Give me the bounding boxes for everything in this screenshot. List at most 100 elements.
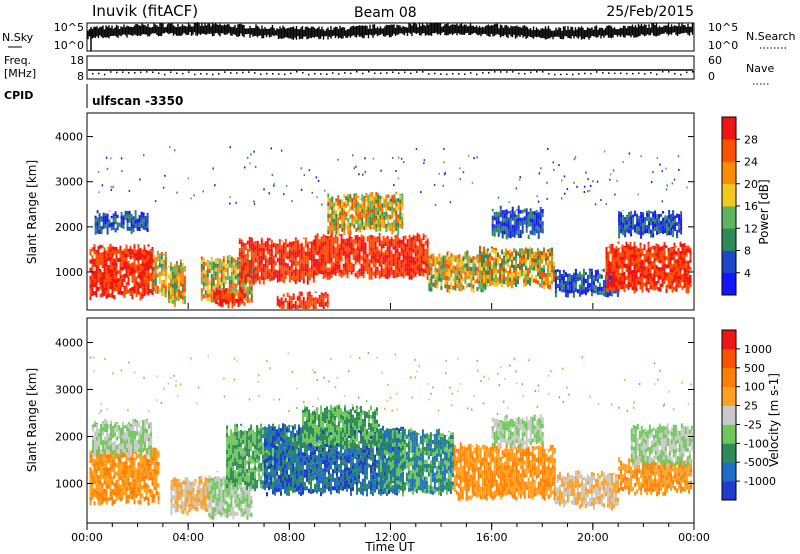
data-cell xyxy=(398,238,401,240)
data-cell xyxy=(629,246,632,251)
data-cell xyxy=(202,269,205,274)
data-cell xyxy=(102,427,105,432)
data-cell xyxy=(390,242,393,247)
data-cell xyxy=(574,268,577,272)
data-cell xyxy=(525,208,528,213)
data-cell xyxy=(180,505,183,510)
data-cell xyxy=(386,271,389,276)
data-cell xyxy=(347,194,350,198)
data-cell xyxy=(97,492,100,497)
data-cell xyxy=(204,482,207,487)
data-cell xyxy=(677,283,680,288)
data-cell xyxy=(605,251,608,256)
data-cell xyxy=(244,505,247,511)
data-cell xyxy=(140,420,143,422)
data-cell xyxy=(527,214,530,219)
data-cell xyxy=(150,436,153,441)
data-cell xyxy=(525,278,527,283)
data-cell xyxy=(141,261,144,266)
data-cell xyxy=(422,248,425,253)
data-cell xyxy=(436,256,439,261)
data-cell xyxy=(491,248,493,253)
data-cell xyxy=(238,276,241,281)
data-cell xyxy=(658,230,661,235)
data-cell xyxy=(175,264,178,269)
data-cell xyxy=(132,426,135,431)
data-cell xyxy=(374,274,377,279)
data-cell xyxy=(615,248,618,253)
data-cell xyxy=(149,260,152,265)
data-cell xyxy=(362,266,365,271)
data-cell xyxy=(97,270,100,275)
data-cell xyxy=(230,486,233,491)
data-cell xyxy=(304,304,307,309)
data-cell xyxy=(230,490,233,495)
data-cell xyxy=(96,428,99,433)
data-cell xyxy=(456,271,459,276)
data-cell xyxy=(327,203,329,206)
data-cell xyxy=(368,259,371,264)
data-cell xyxy=(617,288,620,293)
data-cell xyxy=(125,495,128,500)
data-cell xyxy=(543,248,545,253)
data-cell xyxy=(639,285,642,290)
data-cell xyxy=(120,215,123,220)
data-cell xyxy=(328,275,331,280)
data-cell xyxy=(115,271,118,276)
data-cell xyxy=(566,293,569,298)
data-cell xyxy=(518,178,521,181)
data-cell xyxy=(335,198,338,202)
data-cell xyxy=(216,267,219,272)
data-cell xyxy=(173,149,176,152)
data-cell xyxy=(342,251,345,256)
data-cell xyxy=(210,511,213,516)
data-cell xyxy=(549,260,551,265)
data-cell xyxy=(537,234,540,239)
data-cell xyxy=(131,474,134,479)
data-cell xyxy=(210,286,213,291)
data-cell xyxy=(230,482,233,487)
nave-point xyxy=(380,72,382,74)
data-cell xyxy=(552,161,554,164)
data-cell xyxy=(118,430,121,435)
data-cell xyxy=(578,292,581,297)
data-cell xyxy=(507,225,510,230)
data-cell xyxy=(236,499,239,504)
data-cell xyxy=(641,288,644,293)
data-cell xyxy=(216,271,219,276)
data-cell xyxy=(386,236,389,239)
data-cell xyxy=(200,496,203,501)
data-cell xyxy=(260,259,263,264)
data-cell xyxy=(456,255,459,260)
data-cell xyxy=(105,266,108,271)
data-cell xyxy=(244,501,247,506)
data-cell xyxy=(619,247,622,249)
data-cell xyxy=(172,495,175,500)
data-cell xyxy=(308,291,311,292)
data-cell xyxy=(395,210,398,215)
data-cell xyxy=(543,277,545,282)
data-cell xyxy=(467,154,470,157)
data-cell xyxy=(248,247,251,252)
data-cell xyxy=(495,216,498,221)
data-cell xyxy=(306,292,309,293)
data-cell xyxy=(365,205,368,210)
data-cell xyxy=(493,281,495,286)
data-cell xyxy=(272,275,275,280)
data-cell xyxy=(312,274,315,279)
data-cell xyxy=(464,275,467,280)
data-cell xyxy=(416,237,419,242)
data-cell xyxy=(373,197,376,202)
data-cell xyxy=(216,510,219,515)
data-cell xyxy=(617,241,620,244)
data-cell xyxy=(333,222,336,227)
data-cell xyxy=(145,270,148,275)
data-cell xyxy=(648,217,651,222)
data-cell xyxy=(169,270,172,275)
data-cell xyxy=(116,423,119,428)
data-cell xyxy=(141,249,144,250)
data-cell xyxy=(120,448,123,454)
data-cell xyxy=(219,302,222,307)
data-cell xyxy=(553,277,555,282)
data-cell xyxy=(331,230,334,235)
